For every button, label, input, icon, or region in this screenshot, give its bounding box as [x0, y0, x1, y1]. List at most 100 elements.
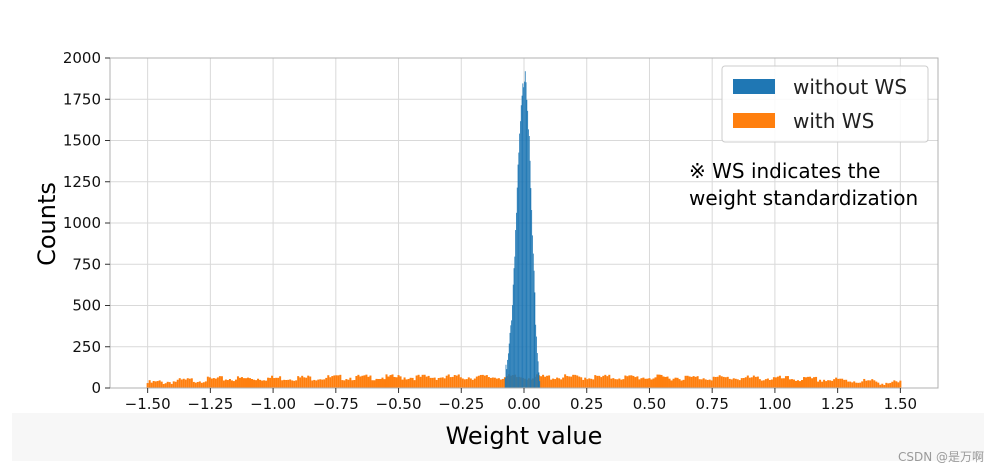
x-tick-label: −0.75: [313, 395, 359, 413]
with-ws-bin: [778, 375, 781, 388]
with-ws-bin: [612, 378, 615, 388]
with-ws-bin: [803, 377, 806, 388]
with-ws-bin: [556, 377, 559, 388]
with-ws-bin: [351, 380, 354, 388]
with-ws-bin: [405, 379, 408, 388]
with-ws-bin: [652, 378, 655, 388]
with-ws-bin: [182, 378, 185, 388]
with-ws-bin: [481, 374, 484, 388]
without-ws-bin: [533, 270, 535, 388]
with-ws-bin: [391, 374, 394, 388]
with-ws-bin: [710, 380, 713, 388]
with-ws-bin: [758, 379, 761, 388]
without-ws-bin: [511, 320, 513, 388]
without-ws-bin: [510, 325, 512, 388]
with-ws-bin: [861, 381, 864, 388]
with-ws-bin: [897, 382, 900, 388]
with-ws-bin: [608, 374, 611, 388]
with-ws-bin: [168, 382, 171, 388]
with-ws-bin: [624, 375, 627, 388]
with-ws-bin: [188, 378, 191, 388]
with-ws-bin: [291, 380, 294, 388]
with-ws-bin: [562, 377, 565, 388]
with-ws-bin: [726, 376, 729, 388]
with-ws-bin: [483, 375, 486, 388]
with-ws-bin: [457, 374, 460, 388]
histogram-bars: [146, 71, 902, 389]
with-ws-bin: [837, 378, 840, 388]
with-ws-bin: [668, 378, 671, 388]
with-ws-bin: [855, 382, 858, 388]
without-ws-bin: [520, 121, 521, 388]
with-ws-bin: [461, 378, 464, 388]
with-ws-bin: [871, 379, 874, 388]
with-ws-bin: [841, 378, 844, 388]
with-ws-bin: [313, 379, 316, 388]
with-ws-bin: [293, 380, 296, 388]
with-ws-bin: [477, 375, 480, 388]
with-ws-bin: [204, 381, 207, 388]
with-ws-bin: [764, 379, 767, 388]
series-with-ws: [146, 374, 902, 388]
with-ws-bin: [212, 378, 215, 388]
without-ws-bin: [532, 253, 534, 388]
with-ws-bin: [257, 378, 260, 388]
with-ws-bin: [407, 378, 410, 388]
with-ws-bin: [206, 376, 209, 388]
x-tick-label: −1.50: [125, 395, 171, 413]
with-ws-bin: [345, 379, 348, 388]
with-ws-bin: [566, 375, 569, 388]
without-ws-bin: [504, 378, 506, 388]
with-ws-bin: [455, 375, 458, 388]
with-ws-bin: [331, 376, 334, 388]
with-ws-bin: [148, 380, 151, 388]
with-ws-bin: [246, 377, 250, 388]
without-ws-bin: [520, 105, 522, 389]
with-ws-bin: [190, 378, 193, 388]
with-ws-bin: [491, 377, 494, 388]
with-ws-bin: [885, 382, 888, 388]
with-ws-bin: [244, 378, 247, 388]
without-ws-bin: [531, 210, 533, 388]
with-ws-bin: [728, 378, 731, 388]
annotation-line-2: weight standardization: [689, 186, 918, 210]
without-ws-bin: [528, 136, 530, 388]
with-ws-bin: [383, 379, 386, 388]
without-ws-bin: [525, 82, 527, 388]
with-ws-bin: [805, 377, 808, 388]
with-ws-bin: [792, 379, 795, 388]
without-ws-bin: [509, 332, 511, 388]
with-ws-bin: [373, 380, 376, 388]
with-ws-bin: [790, 379, 793, 388]
without-ws-bin: [518, 152, 520, 388]
with-ws-bin: [568, 376, 571, 388]
with-ws-bin: [813, 377, 816, 388]
with-ws-bin: [259, 379, 262, 388]
with-ws-bin: [395, 377, 398, 388]
with-ws-bin: [307, 375, 310, 388]
with-ws-bin: [829, 380, 832, 388]
with-ws-bin: [674, 377, 677, 388]
with-ws-bin: [899, 380, 902, 388]
with-ws-bin: [782, 378, 785, 388]
with-ws-bin: [152, 380, 155, 388]
with-ws-bin: [271, 375, 274, 388]
with-ws-bin: [827, 380, 830, 388]
with-ws-bin: [226, 380, 229, 388]
with-ws-bin: [762, 380, 765, 388]
with-ws-bin: [684, 375, 687, 388]
with-ws-bin: [353, 379, 356, 388]
with-ws-bin: [497, 378, 500, 388]
with-ws-bin: [401, 379, 404, 388]
with-ws-bin: [823, 379, 826, 388]
without-ws-bin: [506, 369, 508, 388]
y-tick-label: 2000: [63, 49, 101, 67]
with-ws-bin: [646, 378, 649, 388]
with-ws-bin: [662, 376, 665, 388]
with-ws-bin: [228, 379, 231, 388]
with-ws-bin: [666, 376, 669, 388]
y-tick-label: 250: [72, 338, 101, 356]
with-ws-bin: [714, 376, 717, 388]
with-ws-bin: [397, 375, 400, 388]
with-ws-bin: [381, 377, 384, 388]
